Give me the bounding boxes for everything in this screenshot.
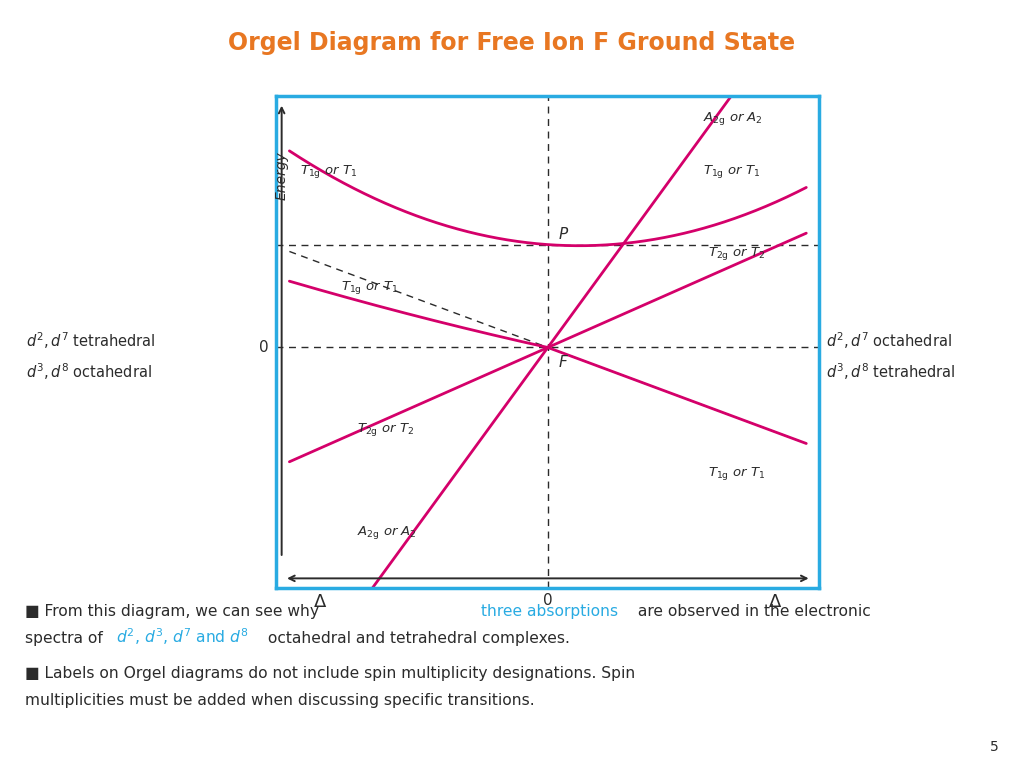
Text: $T_{\rm 1g}$ or $T_1$: $T_{\rm 1g}$ or $T_1$: [300, 163, 357, 180]
Text: $A_{\rm 2g}$ or $A_2$: $A_{\rm 2g}$ or $A_2$: [356, 524, 417, 541]
Text: three absorptions: three absorptions: [481, 604, 618, 619]
Text: $T_{\rm 2g}$ or $T_2$: $T_{\rm 2g}$ or $T_2$: [356, 421, 414, 439]
Text: $T_{\rm 1g}$ or $T_1$: $T_{\rm 1g}$ or $T_1$: [341, 280, 398, 296]
Text: $T_{\rm 1g}$ or $T_1$: $T_{\rm 1g}$ or $T_1$: [702, 163, 760, 180]
Text: 0: 0: [543, 593, 553, 608]
Text: are observed in the electronic: are observed in the electronic: [633, 604, 870, 619]
Text: spectra of: spectra of: [25, 631, 108, 646]
Text: ■ Labels on Orgel diagrams do not include spin multiplicity designations. Spin: ■ Labels on Orgel diagrams do not includ…: [25, 666, 635, 681]
Text: $\Delta$: $\Delta$: [768, 593, 782, 611]
Text: $T_{\rm 2g}$ or $T_2$: $T_{\rm 2g}$ or $T_2$: [708, 245, 765, 262]
Text: octahedral and tetrahedral complexes.: octahedral and tetrahedral complexes.: [263, 631, 570, 646]
Text: $T_{\rm 1g}$ or $T_1$: $T_{\rm 1g}$ or $T_1$: [708, 465, 765, 482]
Text: 5: 5: [989, 740, 998, 754]
Text: ■ From this diagram, we can see why: ■ From this diagram, we can see why: [25, 604, 324, 619]
Text: $d^3, d^8$ tetrahedral: $d^3, d^8$ tetrahedral: [826, 361, 956, 382]
Text: Energy: Energy: [274, 151, 289, 200]
Text: $\Delta$: $\Delta$: [313, 593, 328, 611]
Text: $A_{\rm 2g}$ or $A_2$: $A_{\rm 2g}$ or $A_2$: [702, 111, 763, 127]
Text: $F$: $F$: [558, 354, 569, 370]
Text: $P$: $P$: [558, 226, 569, 242]
Text: multiplicities must be added when discussing specific transitions.: multiplicities must be added when discus…: [25, 693, 535, 708]
Text: 0: 0: [259, 340, 268, 355]
Text: Orgel Diagram for Free Ion F Ground State: Orgel Diagram for Free Ion F Ground Stat…: [228, 31, 796, 55]
Text: $d^2, d^7$ octahedral: $d^2, d^7$ octahedral: [826, 330, 952, 351]
Text: $d^2$, $d^3$, $d^7$ and $d^8$: $d^2$, $d^3$, $d^7$ and $d^8$: [116, 626, 249, 647]
Text: $d^3, d^8$ octahedral: $d^3, d^8$ octahedral: [26, 361, 152, 382]
Text: $d^2, d^7$ tetrahedral: $d^2, d^7$ tetrahedral: [26, 330, 156, 351]
